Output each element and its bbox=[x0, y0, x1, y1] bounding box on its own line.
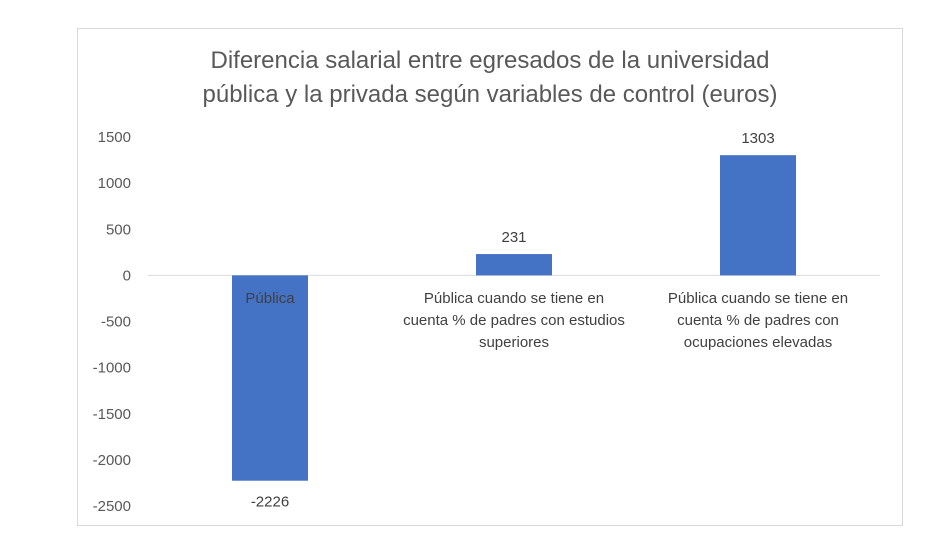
y-tick-label: -500 bbox=[101, 314, 131, 331]
data-label: 231 bbox=[501, 229, 526, 246]
category-label-line: cuenta % de padres con estudios bbox=[403, 312, 625, 330]
category-label-line: ocupaciones elevadas bbox=[683, 334, 833, 352]
y-tick-label: 0 bbox=[123, 267, 131, 284]
y-tick-label: 500 bbox=[106, 221, 131, 238]
bar bbox=[232, 275, 308, 481]
chart-title-line-2: pública y la privada según variables de … bbox=[202, 81, 778, 108]
category-label: Pública cuando se tiene en cuenta % de pa… bbox=[399, 288, 629, 354]
bar bbox=[476, 254, 552, 276]
category-label-line: cuenta % de padres con bbox=[677, 312, 839, 330]
category-label-line: Pública bbox=[245, 290, 295, 308]
category-label-line: superiores bbox=[478, 334, 550, 352]
data-label: -2226 bbox=[251, 494, 289, 511]
chart-frame bbox=[77, 28, 903, 526]
bar bbox=[720, 155, 796, 276]
data-label: 1303 bbox=[741, 130, 774, 147]
chart-title-line-1: Diferencia salarial entre egresados de l… bbox=[210, 47, 770, 74]
y-tick-label: 1000 bbox=[98, 175, 131, 192]
y-tick-label: -2000 bbox=[93, 452, 131, 469]
category-label: Pública cuando se tiene en cuenta % de pa… bbox=[643, 288, 873, 354]
chart-title: Diferencia salarial entre egresados de l… bbox=[77, 44, 903, 112]
category-label-line: Pública cuando se tiene en bbox=[667, 290, 849, 308]
y-tick-label: 1500 bbox=[98, 129, 131, 146]
y-tick-label: -1000 bbox=[93, 360, 131, 377]
y-tick-label: -1500 bbox=[93, 406, 131, 423]
category-label: Pública bbox=[155, 288, 385, 310]
y-tick-label: -2500 bbox=[93, 498, 131, 515]
category-label-line: Pública cuando se tiene en bbox=[423, 290, 605, 308]
